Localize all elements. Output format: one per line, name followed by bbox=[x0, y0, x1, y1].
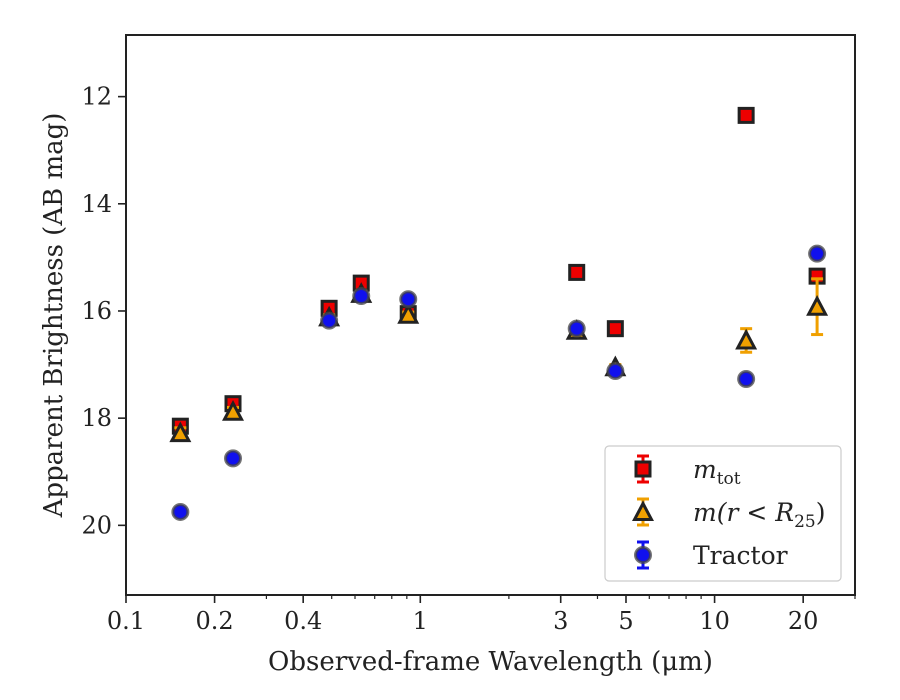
legend-item: mtot bbox=[634, 454, 741, 489]
data-point bbox=[568, 263, 586, 281]
y-tick-label: 16 bbox=[81, 297, 112, 325]
data-point bbox=[606, 320, 624, 338]
legend-marker bbox=[634, 460, 652, 478]
y-tick-label: 20 bbox=[81, 511, 112, 539]
legend-label: mtot bbox=[693, 455, 741, 489]
data-point bbox=[169, 421, 192, 443]
x-axis-title: Observed-frame Wavelength (μm) bbox=[268, 647, 713, 677]
data-point bbox=[224, 449, 243, 468]
data-point bbox=[171, 502, 190, 521]
axis-ticks: 0.1 0.2 0.4 1 3 5 10 20 12 14 16 18 20 bbox=[81, 83, 856, 635]
legend-marker bbox=[632, 500, 654, 521]
y-tick-label: 14 bbox=[81, 190, 112, 218]
x-tick-label: 10 bbox=[699, 607, 730, 635]
x-tick-label: 20 bbox=[788, 607, 819, 635]
y-axis-title: Apparent Brightness (AB mag) bbox=[39, 113, 69, 519]
data-point bbox=[399, 290, 418, 309]
data-point bbox=[737, 370, 756, 389]
legend-label: m(r < R25) bbox=[693, 498, 825, 532]
data-point bbox=[567, 319, 586, 338]
data-point bbox=[352, 286, 371, 305]
legend: mtot m(r < R25) Tractor bbox=[604, 445, 842, 582]
x-tick-label: 1 bbox=[413, 607, 428, 635]
data-point bbox=[397, 303, 420, 324]
x-tick-label: 0.4 bbox=[284, 607, 322, 635]
x-tick-label: 5 bbox=[618, 607, 633, 635]
legend-item: m(r < R25) bbox=[632, 497, 825, 532]
plot-frame bbox=[125, 34, 856, 596]
legend-item: Tractor bbox=[634, 540, 788, 570]
legend-marker bbox=[634, 546, 652, 564]
data-point bbox=[606, 362, 625, 380]
legend-box bbox=[604, 445, 842, 582]
data-point bbox=[737, 106, 755, 124]
y-tick-label: 12 bbox=[81, 83, 112, 111]
x-tick-label: 3 bbox=[553, 607, 568, 635]
data-point bbox=[806, 294, 829, 316]
x-tick-label: 0.2 bbox=[196, 607, 234, 635]
data-point bbox=[222, 400, 245, 421]
y-tick-label: 18 bbox=[81, 404, 112, 432]
legend-label: Tractor bbox=[693, 541, 788, 570]
series-2 bbox=[171, 244, 827, 521]
data-point bbox=[808, 244, 827, 263]
data-point bbox=[735, 328, 758, 350]
series-1 bbox=[169, 277, 829, 443]
series-0 bbox=[171, 106, 826, 435]
data-point bbox=[320, 311, 339, 330]
x-tick-label: 0.1 bbox=[107, 607, 145, 635]
data-points bbox=[169, 106, 829, 521]
